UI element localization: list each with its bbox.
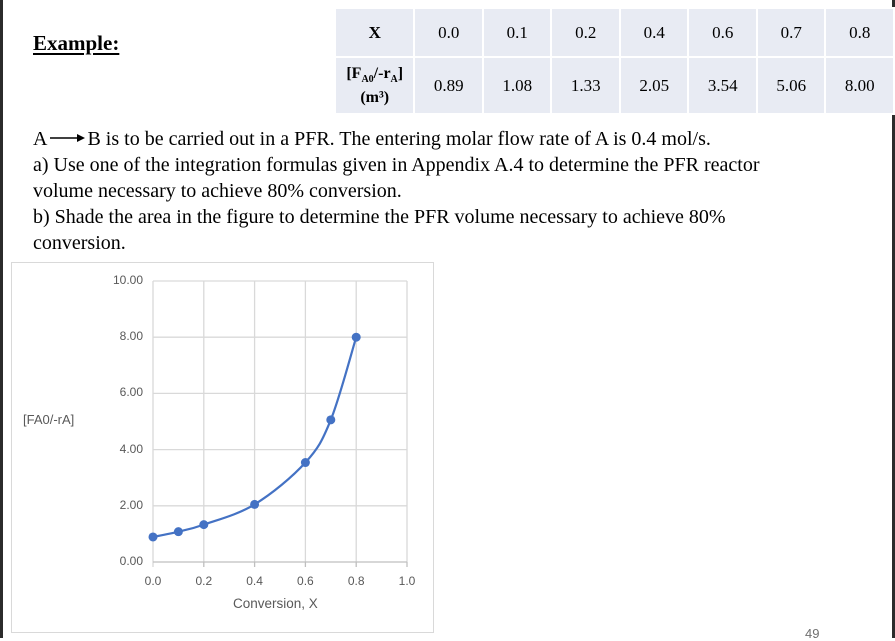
header-subscript: A [390, 74, 398, 86]
x-tick-label: 0.4 [246, 574, 263, 588]
chart-data-point [300, 458, 310, 468]
problem-line-3: volume necessary to achieve 80% conversi… [33, 180, 402, 202]
problem-statement: A B is to be carried out in a PFR. The en… [33, 126, 883, 256]
header-part: /-r [373, 65, 391, 83]
reaction-arrow-icon [50, 134, 86, 143]
reactant-label: A [33, 128, 48, 150]
table-cell: 0.6 [687, 7, 758, 58]
x-tick-label: 0.2 [195, 574, 213, 588]
chart-data-point [326, 415, 336, 425]
table-cell: 2.05 [618, 56, 690, 115]
chart-series-markers [148, 332, 361, 542]
header-expression: [FA0/-rA] [336, 65, 413, 88]
page-title: Example: [33, 31, 120, 55]
x-tick-label: 1.0 [398, 574, 416, 588]
y-tick-label: 6.00 [119, 385, 143, 400]
table-row-x: X 0.0 0.1 0.2 0.4 0.6 0.7 0.8 [333, 7, 895, 58]
data-table: X 0.0 0.1 0.2 0.4 0.6 0.7 0.8 [FA0/-rA] … [333, 7, 895, 115]
x-tick-label: 0.8 [347, 574, 365, 588]
table-cell: 0.8 [824, 7, 895, 58]
table-cell: 0.1 [481, 7, 553, 58]
problem-text: is to be carried out in a PFR. The enter… [100, 128, 711, 150]
page-number: 49 [805, 626, 820, 641]
chart-gridlines [152, 280, 408, 567]
x-axis-label: Conversion, X [233, 596, 318, 611]
table-header-x: X [333, 7, 416, 58]
chart-data-point [148, 532, 158, 542]
table-row-fa0-ra: [FA0/-rA] (m³) 0.89 1.08 1.33 2.05 3.54 … [333, 56, 895, 115]
table-cell: 0.89 [413, 56, 484, 115]
x-tick-label: 0.0 [144, 574, 162, 588]
table-cell: 5.06 [755, 56, 827, 115]
problem-line-2: a) Use one of the integration formulas g… [33, 154, 760, 176]
y-tick-label: 2.00 [119, 497, 143, 512]
chart-data-point [173, 527, 183, 537]
problem-line-1: A B is to be carried out in a PFR. The en… [33, 126, 883, 152]
table-cell: 0.7 [755, 7, 827, 58]
table-cell: 0.0 [413, 7, 484, 58]
y-tick-label: 4.00 [119, 441, 143, 456]
product-label: B [87, 128, 101, 150]
x-tick-label: 0.6 [297, 574, 314, 588]
y-tick-label: 8.00 [119, 329, 143, 344]
table-cell: 1.33 [550, 56, 621, 115]
header-subscript: A0 [361, 74, 374, 86]
table-cell: 8.00 [824, 56, 895, 115]
chart-data-point [351, 332, 361, 342]
table-header-fa0-ra: [FA0/-rA] (m³) [333, 56, 416, 115]
header-part: [F [346, 65, 362, 83]
y-tick-label: 10.00 [112, 273, 143, 287]
problem-line-5: conversion. [33, 232, 126, 254]
viewer-scrollbar[interactable] [892, 0, 895, 638]
chart-data-point [199, 520, 209, 530]
header-unit: (m³) [360, 88, 390, 106]
y-axis-label: [FA0/-rA] [23, 412, 75, 427]
table-cell: 3.54 [687, 56, 758, 115]
table-cell: 0.2 [550, 7, 621, 58]
chart-data-point [250, 499, 260, 509]
y-tick-label: 0.00 [119, 554, 143, 568]
problem-line-4: b) Shade the area in the figure to deter… [33, 206, 726, 228]
chart: 0.00 2.00 4.00 6.00 8.00 10.00 0.0 0.2 0.4 0.6 0.… [11, 262, 434, 633]
viewer-left-edge [0, 0, 3, 638]
table-cell: 1.08 [481, 56, 553, 115]
header-part: ] [397, 65, 404, 83]
table-cell: 0.4 [618, 7, 690, 58]
